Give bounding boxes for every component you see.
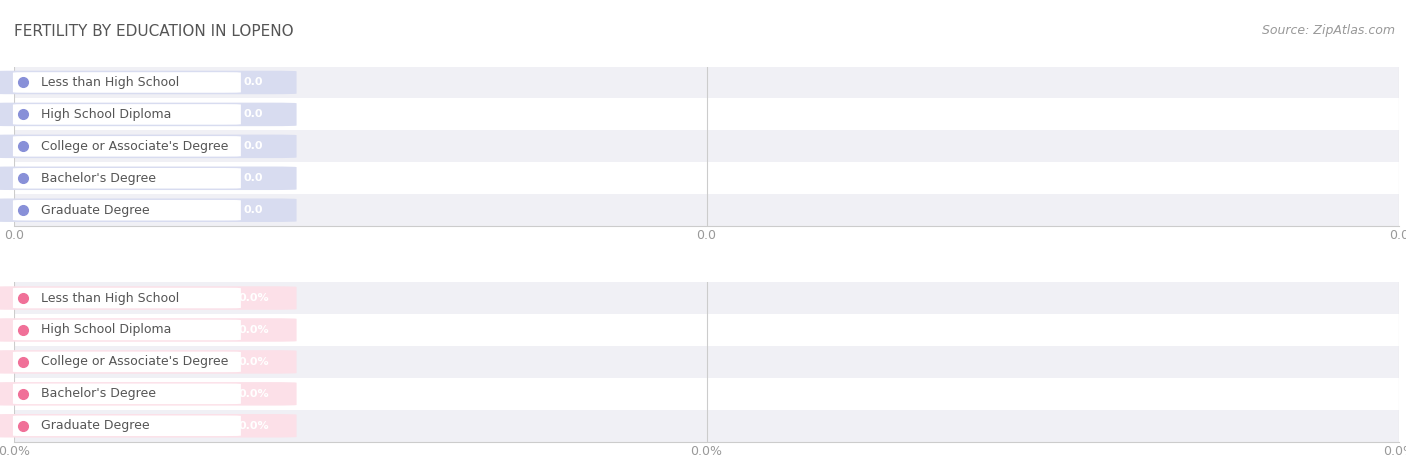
FancyBboxPatch shape [0,71,297,94]
Text: High School Diploma: High School Diploma [41,108,172,121]
FancyBboxPatch shape [0,318,297,342]
Text: Bachelor's Degree: Bachelor's Degree [41,172,156,185]
Bar [0,194,1406,226]
FancyBboxPatch shape [0,286,297,310]
FancyBboxPatch shape [13,72,240,93]
Text: College or Associate's Degree: College or Associate's Degree [41,355,228,369]
FancyBboxPatch shape [0,134,297,158]
Text: Source: ZipAtlas.com: Source: ZipAtlas.com [1261,24,1395,37]
FancyBboxPatch shape [0,414,297,437]
Text: 0.0: 0.0 [245,77,263,87]
Bar [0,410,1406,442]
FancyBboxPatch shape [13,136,240,157]
Text: Less than High School: Less than High School [41,292,180,304]
FancyBboxPatch shape [0,103,297,126]
FancyBboxPatch shape [0,350,297,374]
FancyBboxPatch shape [13,352,240,372]
FancyBboxPatch shape [13,200,240,220]
FancyBboxPatch shape [0,167,297,190]
Bar [0,130,1406,162]
Bar [0,162,1406,194]
Text: High School Diploma: High School Diploma [41,323,172,336]
Text: College or Associate's Degree: College or Associate's Degree [41,140,228,153]
FancyBboxPatch shape [13,383,240,404]
Text: 0.0%: 0.0% [239,389,269,399]
Text: FERTILITY BY EDUCATION IN LOPENO: FERTILITY BY EDUCATION IN LOPENO [14,24,294,39]
Text: 0.0%: 0.0% [239,421,269,431]
Text: 0.0: 0.0 [245,142,263,152]
Text: 0.0: 0.0 [245,173,263,183]
Text: Graduate Degree: Graduate Degree [41,419,149,432]
FancyBboxPatch shape [13,288,240,308]
FancyBboxPatch shape [13,416,240,436]
Bar [0,346,1406,378]
Text: 0.0: 0.0 [245,205,263,215]
Bar [0,314,1406,346]
Bar [0,282,1406,314]
Text: Graduate Degree: Graduate Degree [41,204,149,217]
FancyBboxPatch shape [13,168,240,189]
Text: 0.0%: 0.0% [239,293,269,303]
Text: 0.0%: 0.0% [239,325,269,335]
Text: Less than High School: Less than High School [41,76,180,89]
FancyBboxPatch shape [0,199,297,222]
Bar [0,98,1406,130]
FancyBboxPatch shape [0,382,297,406]
Bar [0,66,1406,98]
Text: 0.0: 0.0 [245,109,263,119]
FancyBboxPatch shape [13,320,240,340]
Text: Bachelor's Degree: Bachelor's Degree [41,387,156,400]
Bar [0,378,1406,410]
FancyBboxPatch shape [13,104,240,125]
Text: 0.0%: 0.0% [239,357,269,367]
